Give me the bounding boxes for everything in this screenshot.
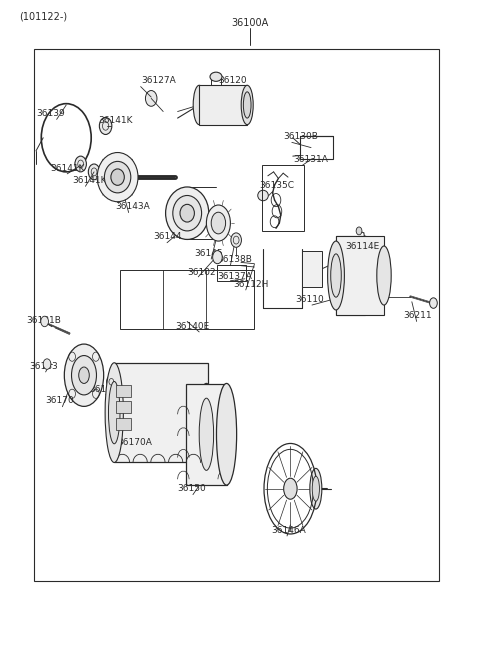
Circle shape	[231, 233, 241, 247]
Ellipse shape	[216, 383, 237, 485]
Ellipse shape	[327, 241, 344, 310]
Bar	[217, 265, 246, 281]
Circle shape	[41, 316, 48, 327]
Text: 36138B: 36138B	[217, 255, 252, 264]
Ellipse shape	[173, 195, 202, 231]
Ellipse shape	[97, 152, 138, 202]
Ellipse shape	[199, 398, 214, 470]
Text: 36140E: 36140E	[175, 321, 209, 331]
Text: 36135C: 36135C	[259, 181, 294, 190]
Ellipse shape	[180, 205, 194, 222]
Text: 36170: 36170	[46, 396, 74, 405]
Text: 36145: 36145	[194, 249, 223, 258]
Ellipse shape	[104, 161, 131, 193]
Text: 36143A: 36143A	[115, 202, 150, 211]
Text: 36114E: 36114E	[346, 242, 380, 251]
Ellipse shape	[243, 92, 251, 118]
Text: 36131A: 36131A	[293, 155, 328, 164]
Ellipse shape	[241, 85, 253, 125]
Ellipse shape	[108, 381, 120, 443]
Ellipse shape	[79, 367, 89, 383]
Text: 36181B: 36181B	[26, 316, 61, 325]
Ellipse shape	[64, 344, 104, 407]
Bar	[116, 418, 131, 430]
Text: 36182: 36182	[89, 384, 118, 394]
Circle shape	[75, 156, 86, 172]
Text: 36100A: 36100A	[231, 18, 268, 28]
Text: 36150: 36150	[178, 484, 206, 493]
Text: 36146A: 36146A	[271, 525, 306, 535]
Circle shape	[88, 164, 100, 180]
Bar	[199, 85, 247, 125]
Circle shape	[99, 117, 112, 134]
Ellipse shape	[258, 190, 268, 201]
Text: 36183: 36183	[29, 361, 58, 371]
Bar	[336, 236, 384, 315]
Text: 36127A: 36127A	[142, 76, 176, 85]
Text: 36170A: 36170A	[118, 438, 153, 447]
Text: 36120: 36120	[218, 76, 247, 85]
Text: 36137A: 36137A	[217, 272, 252, 281]
Circle shape	[43, 359, 51, 369]
Text: 36112H: 36112H	[234, 279, 269, 289]
Ellipse shape	[211, 212, 226, 234]
Ellipse shape	[310, 468, 322, 509]
Circle shape	[145, 91, 157, 106]
Text: (101122-): (101122-)	[19, 11, 67, 21]
Text: 36141K: 36141K	[50, 163, 85, 173]
Ellipse shape	[331, 254, 341, 297]
Text: 36141K: 36141K	[98, 115, 133, 125]
Bar	[300, 136, 333, 159]
Ellipse shape	[355, 236, 374, 315]
Bar	[302, 251, 322, 287]
Text: 36141K: 36141K	[72, 176, 107, 185]
Ellipse shape	[210, 72, 222, 81]
Circle shape	[107, 375, 116, 388]
Bar	[116, 401, 131, 413]
Ellipse shape	[196, 383, 216, 485]
Bar	[34, 49, 439, 581]
Ellipse shape	[312, 476, 320, 501]
Ellipse shape	[193, 85, 205, 125]
Ellipse shape	[377, 246, 391, 305]
Text: 36211: 36211	[403, 311, 432, 320]
Ellipse shape	[105, 363, 123, 462]
Bar	[114, 363, 208, 462]
Text: 36110: 36110	[295, 295, 324, 304]
Ellipse shape	[284, 478, 297, 499]
Text: 36144: 36144	[154, 232, 182, 241]
Bar	[120, 270, 254, 329]
Bar	[116, 385, 131, 397]
Circle shape	[356, 227, 362, 235]
Ellipse shape	[111, 169, 124, 185]
Ellipse shape	[206, 205, 230, 241]
Ellipse shape	[166, 187, 209, 239]
Text: 36130B: 36130B	[283, 132, 318, 141]
Bar	[186, 384, 227, 485]
Circle shape	[213, 251, 222, 264]
Text: 36139: 36139	[36, 109, 65, 118]
Ellipse shape	[72, 356, 96, 395]
Bar	[262, 165, 304, 231]
Text: 36102: 36102	[187, 268, 216, 277]
Circle shape	[430, 298, 437, 308]
